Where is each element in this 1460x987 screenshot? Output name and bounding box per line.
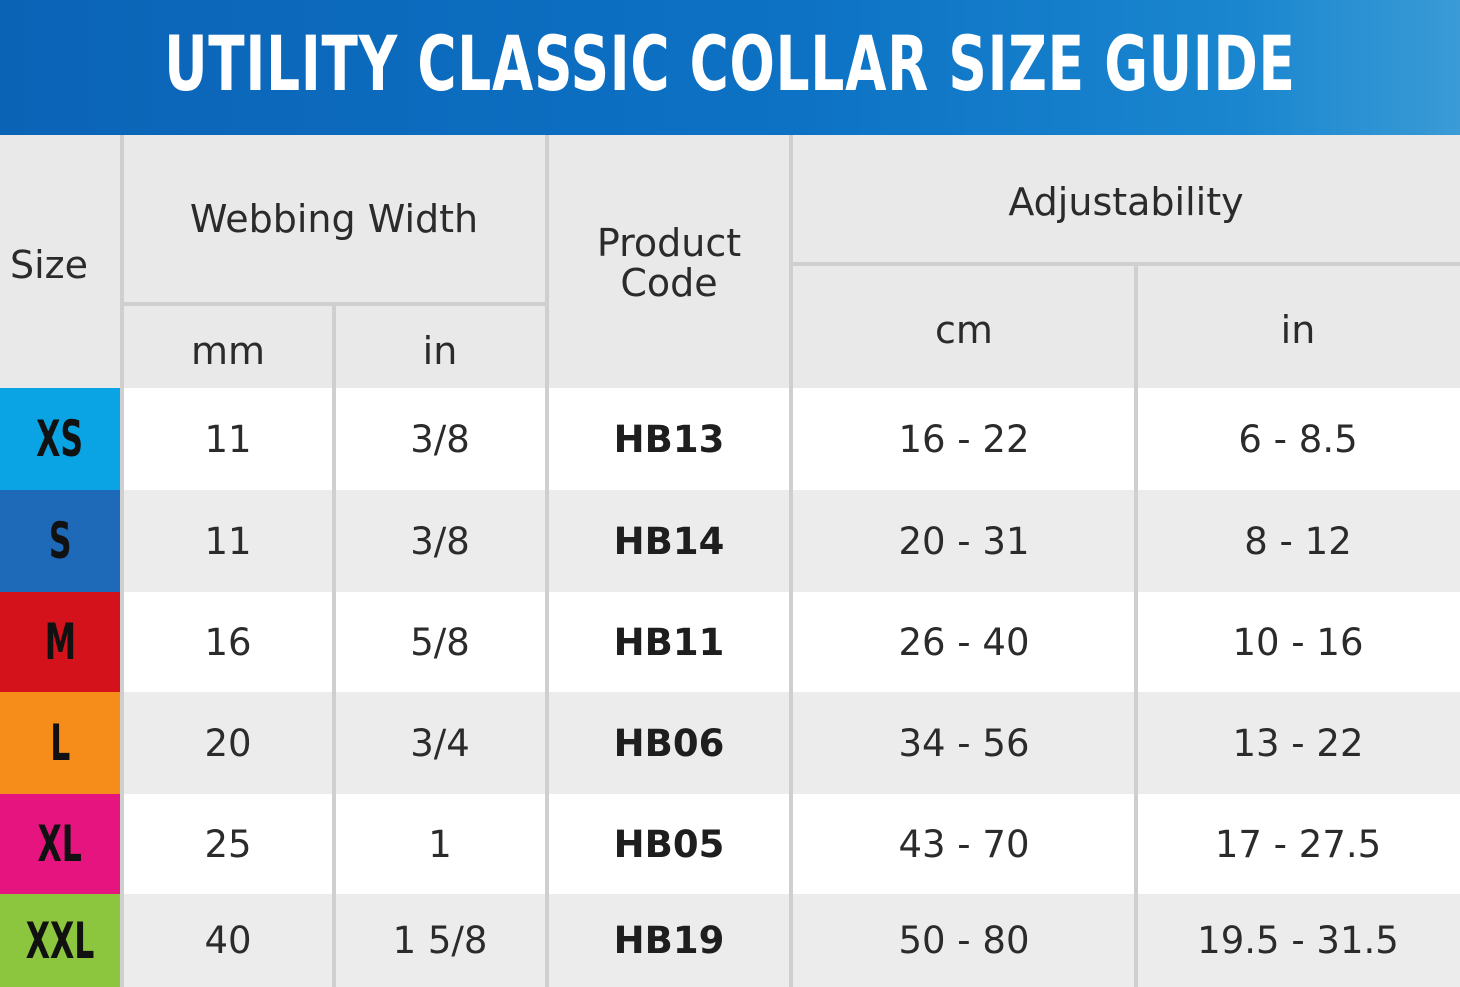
cell-adjust-cm: 50 - 80 [898, 919, 1030, 962]
divider [1134, 262, 1138, 987]
table-row: S 11 3/8 HB14 20 - 31 8 - 12 [0, 490, 1460, 592]
header-adjust-cm: cm [935, 308, 993, 352]
cell-adjust-cm: 20 - 31 [898, 519, 1030, 563]
cell-adjust-cm: 16 - 22 [898, 417, 1030, 461]
table-row: L 20 3/4 HB06 34 - 56 13 - 22 [0, 692, 1460, 794]
size-label: M [44, 613, 76, 671]
cell-webbing-in: 3/8 [410, 417, 470, 461]
cell-product-code: HB11 [613, 620, 725, 664]
cell-webbing-mm: 11 [204, 519, 252, 563]
cell-adjust-in: 13 - 22 [1232, 721, 1364, 765]
cell-adjust-cm: 43 - 70 [898, 822, 1030, 866]
header-webbing-mm: mm [190, 329, 266, 373]
cell-product-code: HB05 [613, 822, 725, 866]
size-badge: M [0, 592, 120, 692]
cell-webbing-mm: 11 [204, 417, 252, 461]
cell-adjust-cm: 34 - 56 [898, 721, 1030, 765]
divider [789, 135, 793, 987]
header-webbing-in: in [422, 329, 458, 373]
divider [332, 302, 336, 987]
cell-product-code: HB19 [613, 919, 725, 962]
cell-product-code: HB06 [613, 721, 725, 765]
table-row: XXL 40 1 5/8 HB19 50 - 80 19.5 - 31.5 [0, 894, 1460, 987]
header-product-code-line1: Product [596, 221, 742, 265]
header-product-code-line2: Code [620, 261, 718, 305]
header-adjust-in: in [1280, 308, 1316, 352]
cell-webbing-mm: 40 [204, 919, 252, 962]
cell-webbing-mm: 20 [204, 721, 252, 765]
cell-webbing-in: 5/8 [410, 620, 470, 664]
table-row: M 16 5/8 HB11 26 - 40 10 - 16 [0, 592, 1460, 692]
size-badge: XS [0, 388, 120, 490]
size-badge: S [0, 490, 120, 592]
table-row: XL 25 1 HB05 43 - 70 17 - 27.5 [0, 794, 1460, 894]
header-size: Size [9, 243, 88, 287]
size-label: S [48, 512, 72, 570]
cell-webbing-mm: 25 [204, 822, 252, 866]
cell-adjust-in: 6 - 8.5 [1238, 417, 1358, 461]
header-product-code: Product Code [548, 223, 790, 303]
cell-adjust-cm: 26 - 40 [898, 620, 1030, 664]
size-label: XS [36, 410, 84, 468]
cell-webbing-mm: 16 [204, 620, 252, 664]
size-label: XL [37, 815, 83, 873]
header-webbing-width: Webbing Width [189, 197, 479, 241]
cell-adjust-in: 19.5 - 31.5 [1197, 919, 1399, 962]
cell-webbing-in: 1 5/8 [392, 919, 488, 962]
cell-webbing-in: 3/8 [410, 519, 470, 563]
table-header: Size Webbing Width mm in Product Code Ad… [0, 135, 1460, 388]
header-adjustability: Adjustability [1008, 180, 1244, 224]
cell-webbing-in: 3/4 [410, 721, 470, 765]
cell-adjust-in: 17 - 27.5 [1214, 822, 1382, 866]
cell-adjust-in: 10 - 16 [1232, 620, 1364, 664]
size-badge: L [0, 692, 120, 794]
title-banner: UTILITY CLASSIC COLLAR SIZE GUIDE [0, 0, 1460, 135]
page-title: UTILITY CLASSIC COLLAR SIZE GUIDE [164, 18, 1296, 108]
cell-product-code: HB14 [613, 519, 725, 563]
divider [545, 135, 549, 987]
divider [120, 135, 124, 987]
size-label: L [49, 714, 71, 772]
size-badge: XL [0, 794, 120, 894]
size-badge: XXL [0, 894, 120, 987]
divider [792, 262, 1460, 266]
table-row: XS 11 3/8 HB13 16 - 22 6 - 8.5 [0, 388, 1460, 490]
size-label: XXL [25, 911, 95, 970]
cell-product-code: HB13 [613, 417, 725, 461]
cell-adjust-in: 8 - 12 [1244, 519, 1352, 563]
cell-webbing-in: 1 [428, 822, 452, 866]
